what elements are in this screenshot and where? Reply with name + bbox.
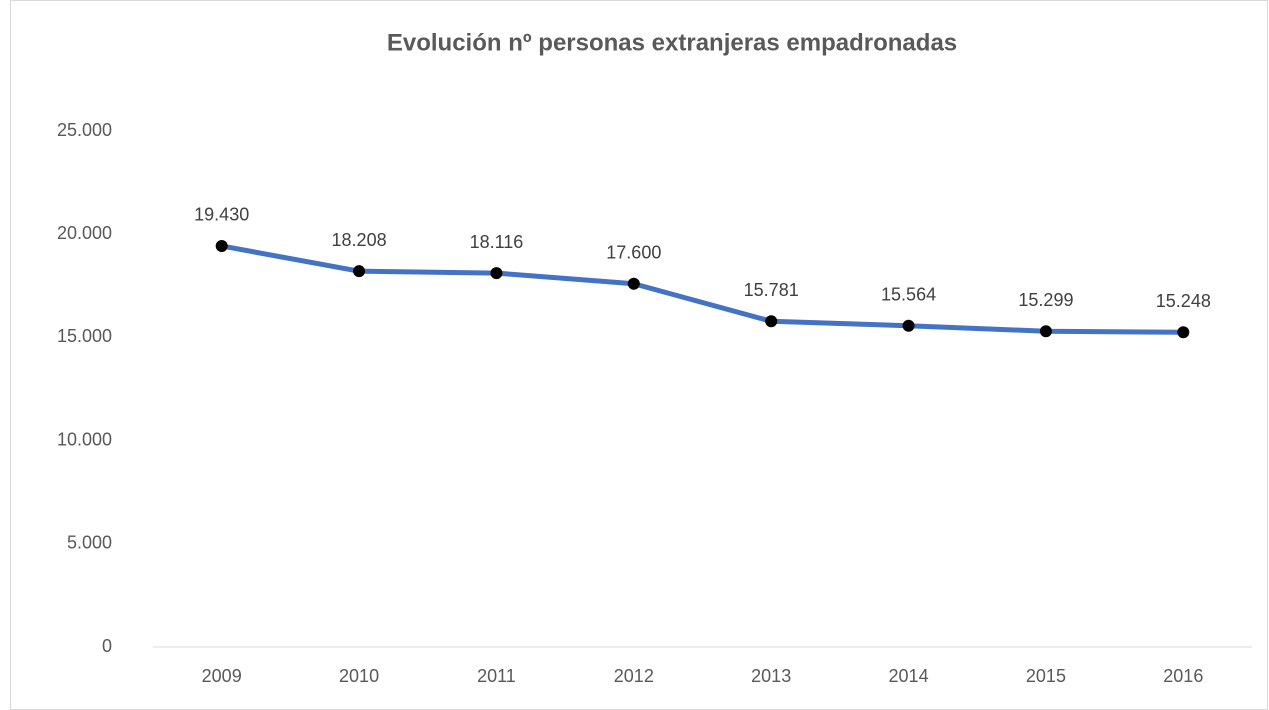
data-label: 15.248 — [1156, 291, 1211, 311]
y-tick-label: 20.000 — [57, 223, 112, 243]
marker — [765, 315, 778, 328]
chart-title: Evolución nº personas extranjeras empadr… — [387, 29, 957, 56]
data-label: 15.781 — [744, 280, 799, 300]
y-tick-label: 15.000 — [57, 326, 112, 346]
data-label: 15.299 — [1018, 290, 1073, 310]
data-label: 18.208 — [332, 230, 387, 250]
marker — [490, 267, 503, 280]
marker — [353, 265, 366, 278]
data-label: 18.116 — [470, 232, 524, 252]
x-tick-label: 2011 — [477, 666, 516, 686]
line — [219, 243, 1186, 335]
marker — [1039, 325, 1052, 338]
x-tick-label: 2012 — [614, 666, 654, 686]
data-label: 19.430 — [194, 205, 249, 225]
chart-frame — [10, 0, 1268, 710]
y-tick-label: 0 — [102, 636, 112, 656]
y-tick-label: 10.000 — [57, 429, 112, 449]
x-tick-label: 2009 — [202, 666, 242, 686]
marker — [627, 277, 640, 290]
data-label: 17.600 — [606, 242, 661, 262]
x-tick-label: 2015 — [1026, 666, 1066, 686]
y-tick-label: 25.000 — [57, 120, 112, 140]
data-label: 15.564 — [881, 285, 936, 305]
x-tick-label: 2014 — [889, 666, 929, 686]
y-tick-label: 5.000 — [67, 533, 112, 553]
marker — [902, 319, 915, 332]
marker — [215, 239, 228, 252]
x-tick-label: 2010 — [339, 666, 379, 686]
x-tick-label: 2016 — [1163, 666, 1203, 686]
x-tick-label: 2013 — [751, 666, 791, 686]
marker — [1177, 326, 1190, 339]
